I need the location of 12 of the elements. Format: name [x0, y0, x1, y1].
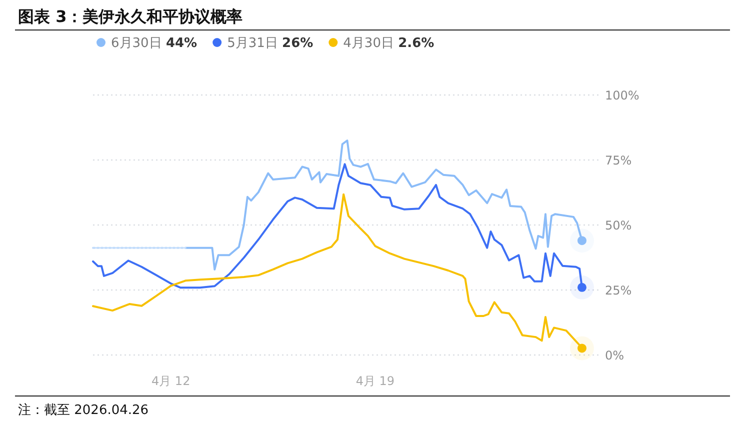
- legend-label: 5月31日 26%: [227, 36, 314, 51]
- y-tick-label: 75%: [605, 154, 632, 168]
- y-tick-label: 100%: [605, 88, 640, 102]
- x-tick-label: 4月 19: [356, 374, 395, 388]
- legend-label: 6月30日 44%: [111, 36, 198, 51]
- chart-title: 图表 3：美伊永久和平协议概率: [18, 7, 243, 26]
- y-tick-label: 25%: [605, 284, 632, 298]
- y-tick-label: 50%: [605, 218, 632, 232]
- x-tick-label: 4月 12: [151, 374, 190, 388]
- text: 注：截至 2026.04.26: [18, 403, 149, 418]
- legend-label: 4月30日 2.6%: [343, 36, 434, 51]
- y-tick-label: 0%: [605, 348, 624, 362]
